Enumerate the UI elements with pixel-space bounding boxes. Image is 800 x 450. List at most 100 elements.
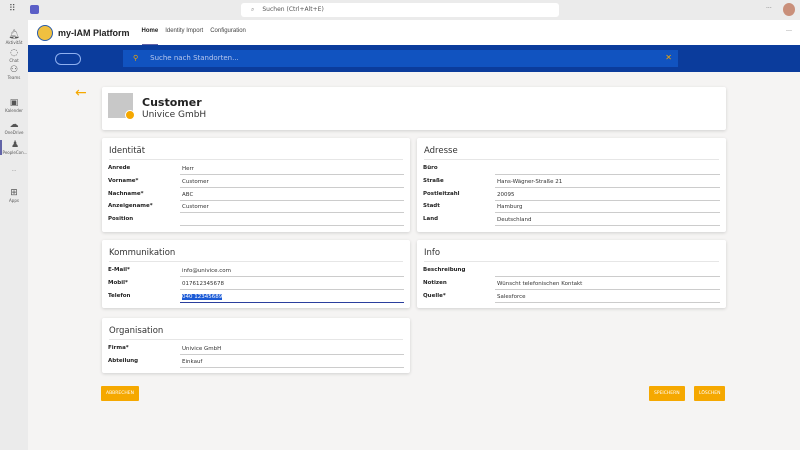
clear-icon[interactable]: ✕ (665, 53, 672, 62)
field-row: Straße Hans-Wägner-Straße 21 (417, 175, 726, 188)
field-input[interactable]: Salesforce (495, 292, 720, 303)
field-input[interactable]: ABC (180, 190, 404, 201)
rail-item-4[interactable]: ▣ Kalender (0, 98, 28, 113)
rail-item-2[interactable]: ◌ Chat (0, 48, 28, 63)
rail-item-8[interactable]: ⊞ Apps (0, 188, 28, 203)
rail-item-3[interactable]: ⚇ Teams (0, 65, 28, 80)
tab-home[interactable]: Home (141, 19, 159, 46)
search-icon: ⌕ (251, 6, 255, 13)
field-value: info@univice.com (182, 268, 232, 274)
field-label: Position (108, 216, 134, 223)
field-row: Nachname* ABC (102, 188, 410, 201)
app-more-button[interactable]: ··· (786, 28, 792, 34)
identitaet-card: Identität Anrede Herr Vorname* Customer Nachn… (102, 138, 410, 232)
field-input[interactable] (495, 266, 720, 277)
chat-icon: ◌ (10, 48, 18, 58)
field-input[interactable]: Einkauf (180, 357, 404, 368)
field-input[interactable] (180, 215, 404, 227)
bell-icon: 🔔︎ (8, 30, 20, 40)
rail-item-5[interactable]: ☁ OneDrive (0, 120, 28, 135)
field-row: Notizen Wünscht telefonischen Kontakt (417, 277, 726, 290)
app-grid-icon[interactable]: ⠿ (9, 4, 16, 14)
field-value: Univice GmbH (182, 346, 222, 352)
back-arrow-icon[interactable]: ← (75, 85, 87, 101)
field-value: 20095 (497, 191, 515, 198)
field-input[interactable]: Deutschland (495, 215, 720, 227)
field-input[interactable] (495, 164, 720, 175)
search-icon: ⚲ (133, 54, 139, 62)
section-title: Organisation (109, 326, 403, 340)
plus-icon: ⊞ (10, 188, 18, 198)
rail-item-label: Teams (7, 75, 21, 80)
rail-item-label: Chat (9, 58, 19, 63)
field-row: Beschreibung (417, 264, 726, 277)
banner: ⚲ Suche nach Standorten... ✕ (28, 45, 800, 72)
avatar[interactable] (783, 3, 795, 16)
field-label: Firma* (108, 345, 129, 351)
teams-top-bar: ⠿ ⌕ Suchen (Ctrl+Alt+E) ··· (0, 0, 800, 20)
field-value: Customer (182, 204, 209, 211)
tab-configuration[interactable]: Configuration (210, 28, 246, 34)
field-label: Stadt (423, 203, 440, 210)
camera-icon[interactable] (125, 110, 135, 120)
field-row: Land Deutschland (417, 213, 726, 227)
tab-identity-import[interactable]: Identity Import (165, 28, 204, 34)
field-label: Nachname* (108, 190, 144, 197)
field-value: Herr (182, 166, 194, 172)
field-input[interactable]: Herr (180, 164, 404, 175)
field-label: Abteilung (108, 357, 139, 364)
teams-logo-icon (30, 5, 39, 14)
field-input[interactable]: Customer (180, 202, 404, 214)
field-label: Quelle* (423, 292, 446, 299)
field-row: E-Mail* info@univice.com (102, 264, 410, 277)
rail-item-6[interactable]: ♟ PeopleCon... (0, 140, 28, 155)
field-value: ABC (182, 191, 194, 198)
rail-item-label: OneDrive (4, 130, 24, 135)
cancel-button[interactable]: ABBRECHEN (101, 386, 139, 401)
field-input[interactable]: Hamburg (495, 202, 720, 214)
field-value: Hans-Wägner-Straße 21 (497, 178, 563, 185)
field-input[interactable]: Wünscht telefonischen Kontakt (495, 279, 720, 290)
adresse-card: Adresse Büro Straße Hans-Wägner-Straße 21 Po… (417, 138, 726, 232)
teams-more-button[interactable]: ··· (766, 5, 772, 12)
field-value: Einkauf (182, 358, 203, 365)
header-subtitle: Univice GmbH (142, 110, 207, 120)
field-value: Hamburg (497, 204, 523, 211)
field-input[interactable]: 040 12345689 (180, 292, 404, 303)
field-label: Vorname* (108, 177, 139, 184)
save-button[interactable]: SPEICHERN (649, 386, 685, 401)
banner-logo-icon (55, 53, 81, 65)
section-title: Info (424, 248, 719, 262)
field-value: 017612345678 (182, 280, 224, 287)
field-value: Deutschland (497, 217, 532, 224)
field-label: Notizen (423, 279, 447, 286)
kommunikation-card: Kommunikation E-Mail* info@univice.com Mobi… (102, 240, 410, 308)
field-input[interactable]: info@univice.com (180, 266, 404, 277)
field-row: Anzeigename* Customer (102, 200, 410, 214)
header-title: Customer (142, 96, 202, 109)
rail-item-label: ··· (12, 168, 16, 173)
cloud-icon: ☁ (9, 120, 19, 130)
field-input[interactable]: 017612345678 (180, 279, 404, 290)
field-row: Stadt Hamburg (417, 200, 726, 214)
field-row: Abteilung Einkauf (102, 355, 410, 368)
rail-item-label: Aktivität (5, 40, 23, 45)
location-search-input[interactable]: ⚲ Suche nach Standorten... ✕ (123, 50, 678, 67)
field-label: Anrede (108, 165, 131, 171)
rail-item-7[interactable]: ··· (0, 168, 28, 173)
teams-left-rail: 🔔︎ Aktivität ◌ Chat ⚇ Teams ▣ Kalender ☁ OneDrive… (0, 20, 28, 450)
field-input[interactable]: Customer (180, 177, 404, 188)
field-row: Firma* Univice GmbH (102, 342, 410, 355)
teams-search-input[interactable]: ⌕ Suchen (Ctrl+Alt+E) (241, 3, 559, 17)
field-label: Anzeigename* (108, 203, 153, 210)
app-logo-icon (37, 24, 53, 41)
rail-item-1[interactable]: 🔔︎ Aktivität (0, 30, 28, 45)
field-input[interactable]: Univice GmbH (180, 344, 404, 355)
calendar-icon: ▣ (9, 98, 19, 108)
field-input[interactable]: Hans-Wägner-Straße 21 (495, 177, 720, 188)
delete-button[interactable]: LÖSCHEN (694, 386, 726, 401)
field-input[interactable]: 20095 (495, 190, 720, 201)
field-row: Anrede Herr (102, 162, 410, 175)
field-row: Vorname* Customer (102, 175, 410, 188)
field-label: Straße (423, 177, 444, 184)
